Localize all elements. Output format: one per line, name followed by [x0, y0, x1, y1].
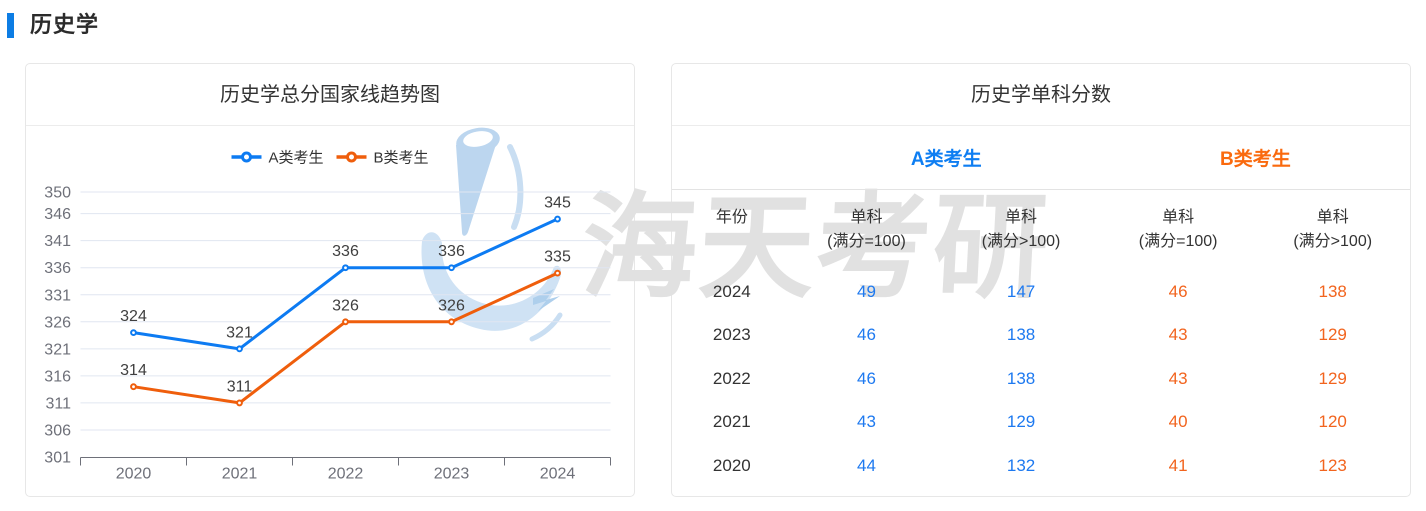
score-cell: 43	[1168, 368, 1188, 388]
score-cell: 44	[857, 455, 876, 475]
table-row: 2024 49 147 46 138	[672, 270, 1410, 314]
score-cell: 129	[1318, 368, 1347, 388]
score-cell: 132	[1006, 455, 1036, 475]
data-point-a-2021[interactable]	[236, 345, 243, 353]
score-cell: 46	[857, 368, 876, 388]
data-point-label: 326	[438, 297, 465, 314]
data-point-label: 336	[438, 243, 465, 260]
year-cell: 2021	[712, 412, 751, 432]
y-axis-label: 336	[44, 260, 71, 277]
data-point-b-2024[interactable]	[554, 269, 561, 277]
y-axis-label: 316	[44, 368, 71, 385]
legend-item-a[interactable]: A类考生	[231, 150, 324, 167]
column-header-2: 单科 (满分>100)	[981, 209, 1061, 250]
table-row: 2021 43 129 40 120	[672, 401, 1410, 445]
data-point-b-2022[interactable]	[342, 318, 349, 326]
year-cell: 2020	[712, 455, 751, 475]
table-body: 2024 49 147 46 138 2023 46 138 43 129 2022 46 138 43 1…	[672, 270, 1410, 488]
y-axis-label: 301	[44, 450, 71, 467]
score-cell: 41	[1168, 455, 1188, 475]
score-cell: 129	[1318, 325, 1347, 345]
group-header-a: A类考生	[910, 149, 982, 170]
score-cell: 46	[1168, 281, 1188, 301]
y-axis-label: 321	[44, 341, 71, 358]
data-point-label: 345	[544, 195, 571, 212]
score-cell: 46	[857, 325, 876, 345]
table-row: 2020 44 132 41 123	[672, 444, 1410, 488]
group-header-b: B类考生	[1220, 149, 1291, 170]
score-table-title: 历史学单科分数	[672, 64, 1410, 126]
y-axis-label: 346	[44, 206, 71, 223]
data-point-label: 336	[332, 243, 359, 260]
data-point-label: 314	[120, 362, 147, 379]
data-point-b-2023[interactable]	[448, 318, 455, 326]
table-row: 2022 46 138 43 129	[672, 357, 1410, 401]
data-point-b-2021[interactable]	[236, 399, 243, 407]
legend-circle-icon	[346, 151, 357, 163]
y-axis-label: 311	[45, 395, 71, 412]
table-column-header-row: 年份 单科 (满分=100) 单科 (满分>100) 单科 (满分=100) 单科 (满分>10…	[672, 190, 1410, 270]
x-axis-label: 2024	[540, 466, 576, 483]
data-point-label: 324	[120, 308, 147, 325]
data-point-label: 335	[544, 249, 571, 266]
legend-label: B类考生	[374, 150, 429, 167]
y-axis-label: 350	[44, 185, 71, 202]
data-point-a-2023[interactable]	[448, 264, 455, 272]
score-cell: 40	[1168, 412, 1188, 432]
data-point-a-2024[interactable]	[554, 215, 561, 223]
column-header-1: 单科 (满分=100)	[827, 209, 906, 250]
trend-chart-title: 历史学总分国家线趋势图	[26, 64, 634, 126]
data-point-label: 326	[332, 297, 359, 314]
table-row: 2023 46 138 43 129	[672, 314, 1410, 358]
y-axis-label: 306	[44, 422, 71, 439]
score-cell: 120	[1318, 412, 1347, 432]
score-table: A类考生 B类考生 年份 单科 (满分=100) 单科 (满分>100) 单科 (满分=10…	[672, 126, 1410, 488]
table-group-header-row: A类考生 B类考生	[672, 126, 1410, 190]
data-point-label: 311	[227, 378, 253, 395]
data-point-a-2020[interactable]	[130, 329, 137, 337]
y-axis-label: 341	[44, 233, 71, 250]
year-cell: 2022	[712, 368, 751, 388]
trend-chart-card: 历史学总分国家线趋势图 A类考生 B类考生 350 346 341 336 331 326 32…	[25, 63, 635, 497]
x-axis-label: 2020	[116, 466, 152, 483]
score-cell: 123	[1318, 455, 1347, 475]
score-cell: 138	[1318, 281, 1347, 301]
score-cell: 129	[1006, 412, 1036, 432]
section-accent-bar	[7, 13, 14, 38]
trend-chart-canvas: A类考生 B类考生 350 346 341 336 331 326 321 316 311 306 30…	[44, 150, 611, 483]
legend-item-b[interactable]: B类考生	[336, 150, 429, 167]
score-cell: 147	[1006, 281, 1036, 301]
x-axis-label: 2022	[328, 466, 364, 483]
series-line-b	[132, 271, 559, 405]
column-header-0: 年份	[715, 209, 748, 226]
score-cell: 43	[857, 412, 876, 432]
section-title: 历史学	[30, 12, 100, 37]
score-table-card: 历史学单科分数 A类考生 B类考生 年份 单科 (满分=100) 单科 (满分>100)…	[671, 63, 1411, 497]
score-cell: 138	[1006, 368, 1036, 388]
x-axis-label: 2023	[434, 466, 470, 483]
data-point-a-2022[interactable]	[342, 264, 349, 272]
legend-circle-icon	[241, 151, 252, 163]
x-axis-label: 2021	[222, 466, 258, 483]
score-cell: 43	[1168, 325, 1188, 345]
trend-line-chart[interactable]: A类考生 B类考生 350 346 341 336 331 326 321 316 311 306 30…	[26, 126, 634, 496]
year-cell: 2024	[712, 281, 751, 301]
column-header-4: 单科 (满分>100)	[1293, 209, 1373, 250]
series-line-a	[132, 217, 559, 351]
year-cell: 2023	[712, 325, 751, 345]
data-point-label: 321	[226, 324, 253, 341]
legend-label: A类考生	[269, 150, 324, 167]
data-point-b-2020[interactable]	[130, 383, 137, 391]
score-cell: 49	[857, 281, 876, 301]
y-axis-label: 326	[44, 314, 71, 331]
y-axis-label: 331	[44, 287, 71, 304]
column-header-3: 单科 (满分=100)	[1138, 209, 1218, 250]
score-cell: 138	[1006, 325, 1036, 345]
